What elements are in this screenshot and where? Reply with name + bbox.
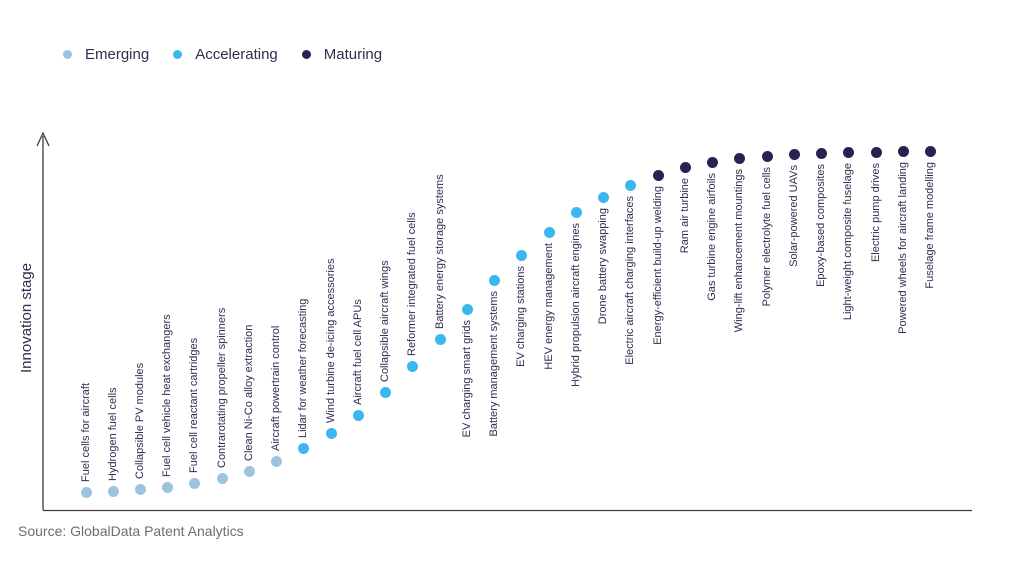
axis-arrow-icon (36, 131, 50, 147)
data-point (461, 303, 473, 315)
data-point-label: EV charging stations (515, 266, 527, 367)
data-point (624, 179, 636, 191)
data-point (270, 455, 282, 467)
data-point-label: Polymer electrolyte fuel cells (761, 167, 773, 307)
data-point (406, 360, 418, 372)
data-point-label: Collapsible aircraft wings (379, 260, 391, 382)
data-point-label: Powered wheels for aircraft landing (897, 162, 909, 334)
source-note: Source: GlobalData Patent Analytics (18, 523, 244, 539)
legend-dot-icon (63, 50, 72, 59)
data-point (924, 145, 936, 157)
data-point (788, 148, 800, 160)
data-point-label: Energy-efficient build-up welding (652, 186, 664, 345)
data-point-label: Fuselage frame modelling (924, 162, 936, 289)
data-point-label: HEV energy management (543, 243, 555, 370)
data-point (870, 146, 882, 158)
data-point-label: EV charging smart grids (461, 320, 473, 438)
data-point (297, 442, 309, 454)
data-point-label: Drone battery swapping (597, 208, 609, 325)
data-point (652, 169, 664, 181)
legend-label: Accelerating (195, 46, 278, 63)
legend-item-accelerating: Accelerating (173, 47, 278, 62)
data-point-label: Hydrogen fuel cells (107, 387, 119, 481)
data-point-label: Battery energy storage systems (434, 174, 446, 329)
data-point (679, 161, 691, 173)
data-point-label: Electric pump drives (870, 163, 882, 263)
data-point (134, 483, 146, 495)
legend-dot-icon (173, 50, 183, 59)
data-point (352, 409, 364, 421)
data-point (161, 481, 173, 493)
data-point (80, 486, 92, 498)
legend: Emerging Accelerating Maturing (63, 47, 382, 62)
data-point-label: Collapsible PV modules (134, 362, 146, 479)
data-point-label: Light-weight composite fuselage (842, 163, 854, 321)
data-point (570, 206, 582, 218)
data-point-label: Aircraft powertrain control (270, 325, 282, 451)
data-point-label: Fuel cell reactant cartridges (188, 337, 200, 473)
data-point-label: Epoxy-based composites (815, 164, 827, 287)
data-point (543, 226, 555, 238)
legend-item-emerging: Emerging (63, 47, 149, 62)
data-point-label: Ram air turbine (679, 178, 691, 254)
data-point-label: Gas turbine engine airfoils (706, 173, 718, 301)
data-point-label: Electric aircraft charging interfaces (624, 196, 636, 365)
legend-label: Maturing (323, 46, 383, 63)
data-point-label: Lidar for weather forecasting (297, 298, 309, 438)
data-point (379, 386, 391, 398)
data-point-label: Wind turbine de-icing accessories (325, 258, 337, 423)
data-point (597, 191, 609, 203)
data-point-label: Aircraft fuel cell APUs (352, 299, 364, 405)
data-point (733, 152, 745, 164)
data-point-label: Contrarotating propeller spinners (216, 307, 228, 468)
y-axis-label: Innovation stage (18, 262, 35, 373)
data-point-label: Reformer integrated fuel cells (406, 212, 418, 356)
data-point (216, 472, 228, 484)
data-point (434, 333, 446, 345)
data-point (842, 146, 854, 158)
data-point-label: Fuel cells for aircraft (80, 382, 92, 482)
data-point (706, 156, 718, 168)
data-point (325, 427, 337, 439)
data-point (107, 485, 119, 497)
data-point (243, 465, 255, 477)
data-point-label: Solar-powered UAVs (788, 165, 800, 267)
data-point-label: Wing-lift enhancement mountings (733, 169, 745, 333)
legend-label: Emerging (85, 46, 150, 63)
data-point (515, 249, 527, 261)
data-point (897, 145, 909, 157)
data-point-label: Clean Ni-Co alloy extraction (243, 324, 255, 461)
data-point (488, 274, 500, 286)
data-point-label: Battery management systems (488, 291, 500, 437)
data-point-label: Fuel cell vehicle heat exchangers (161, 314, 173, 477)
data-point (188, 477, 200, 489)
legend-dot-icon (301, 50, 311, 59)
data-point-label: Hybrid propulsion aircraft engines (570, 223, 582, 387)
data-point (761, 150, 773, 162)
legend-item-maturing: Maturing (301, 46, 383, 63)
data-point (815, 147, 827, 159)
